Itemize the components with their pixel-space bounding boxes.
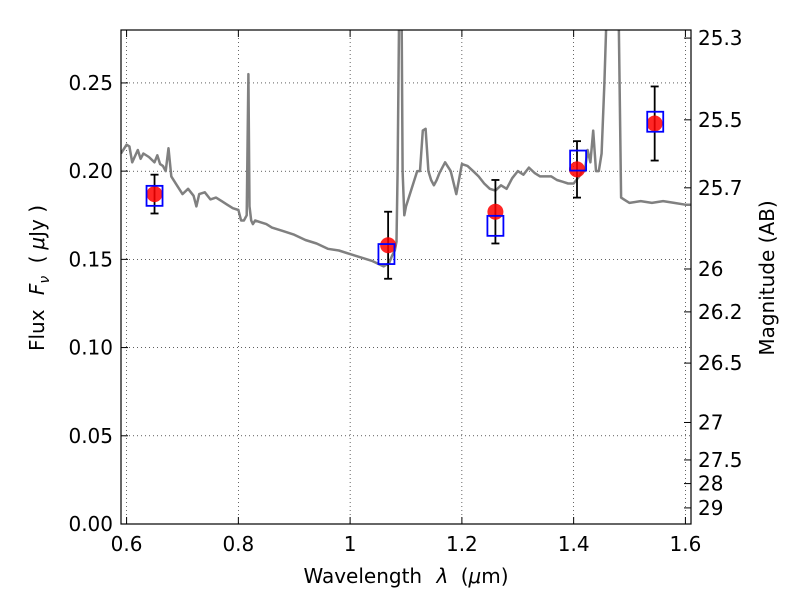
y2-tick-label: 29 (698, 496, 723, 520)
observed-point (146, 186, 163, 203)
y2-tick-label: 25.7 (698, 176, 743, 200)
y-axis-title-unit-open: ( (25, 256, 49, 264)
y-tick-label: 0.25 (68, 71, 113, 95)
grid-layer (121, 30, 691, 525)
y-tick-label: 0.00 (68, 512, 113, 536)
y-axis-title-symbol: F (25, 283, 49, 295)
spectrum-line (121, 30, 691, 268)
y-tick-label: 0.15 (68, 247, 113, 271)
model-box (646, 110, 665, 133)
x-tick-label: 1.6 (670, 532, 702, 556)
x-tick-label: 1.4 (558, 532, 590, 556)
model-box (377, 243, 396, 265)
observed-point (380, 237, 397, 254)
y-axis-title-unit-rest: Jy ) (25, 205, 49, 239)
y2-tick-label: 26 (698, 257, 723, 281)
tick-layer: 0.6 0.8 1 1.2 1.4 1.6 0.00 0.05 0.10 0.15 0.20 0.25… (68, 26, 742, 556)
y-axis-title-unit-mu: μ (25, 237, 49, 251)
y-tick-label: 0.10 (68, 336, 113, 360)
y2-tick-label: 25.3 (698, 26, 743, 50)
y-axis-title-prefix: Flux (25, 309, 49, 351)
model-box (486, 214, 505, 237)
model-box (145, 184, 164, 207)
x-tick-label: 1.2 (446, 532, 478, 556)
y2-tick-label: 25.5 (698, 108, 743, 132)
y2-tick-label: 28 (698, 472, 723, 496)
series-layer (121, 30, 691, 268)
observed-point (487, 203, 504, 220)
x-axis-title-unit-rest: m) (481, 564, 508, 588)
y2-tick-label: 26.2 (698, 300, 743, 324)
y-tick-label: 0.05 (68, 424, 113, 448)
y-axis-title-subscript: ν (37, 276, 53, 284)
y-axis-title: Flux Fν ( μJy ) (25, 205, 54, 351)
x-axis-title-symbol: λ (435, 564, 448, 588)
x-tick-label: 1 (344, 532, 357, 556)
x-axis-title-unit-mu: μ (468, 564, 482, 588)
plot-frame (120, 29, 692, 525)
model-box (569, 149, 588, 172)
x-tick-label: 0.6 (111, 532, 143, 556)
y-tick-label: 0.20 (68, 159, 113, 183)
y2-tick-label: 27 (698, 410, 723, 434)
marker-layer (145, 85, 665, 280)
y2-tick-label: 26.5 (698, 351, 743, 375)
y2-axis-title: Magnitude (AB) (755, 200, 779, 355)
x-axis-title: Wavelength λ (μm) (303, 564, 508, 588)
x-tick-label: 0.8 (222, 532, 254, 556)
y2-tick-label: 27.5 (698, 448, 743, 472)
observed-point (646, 115, 663, 132)
x-axis-title-prefix: Wavelength (303, 564, 422, 588)
observed-point (569, 161, 585, 178)
x-axis-title-unit-open: ( (461, 564, 469, 588)
